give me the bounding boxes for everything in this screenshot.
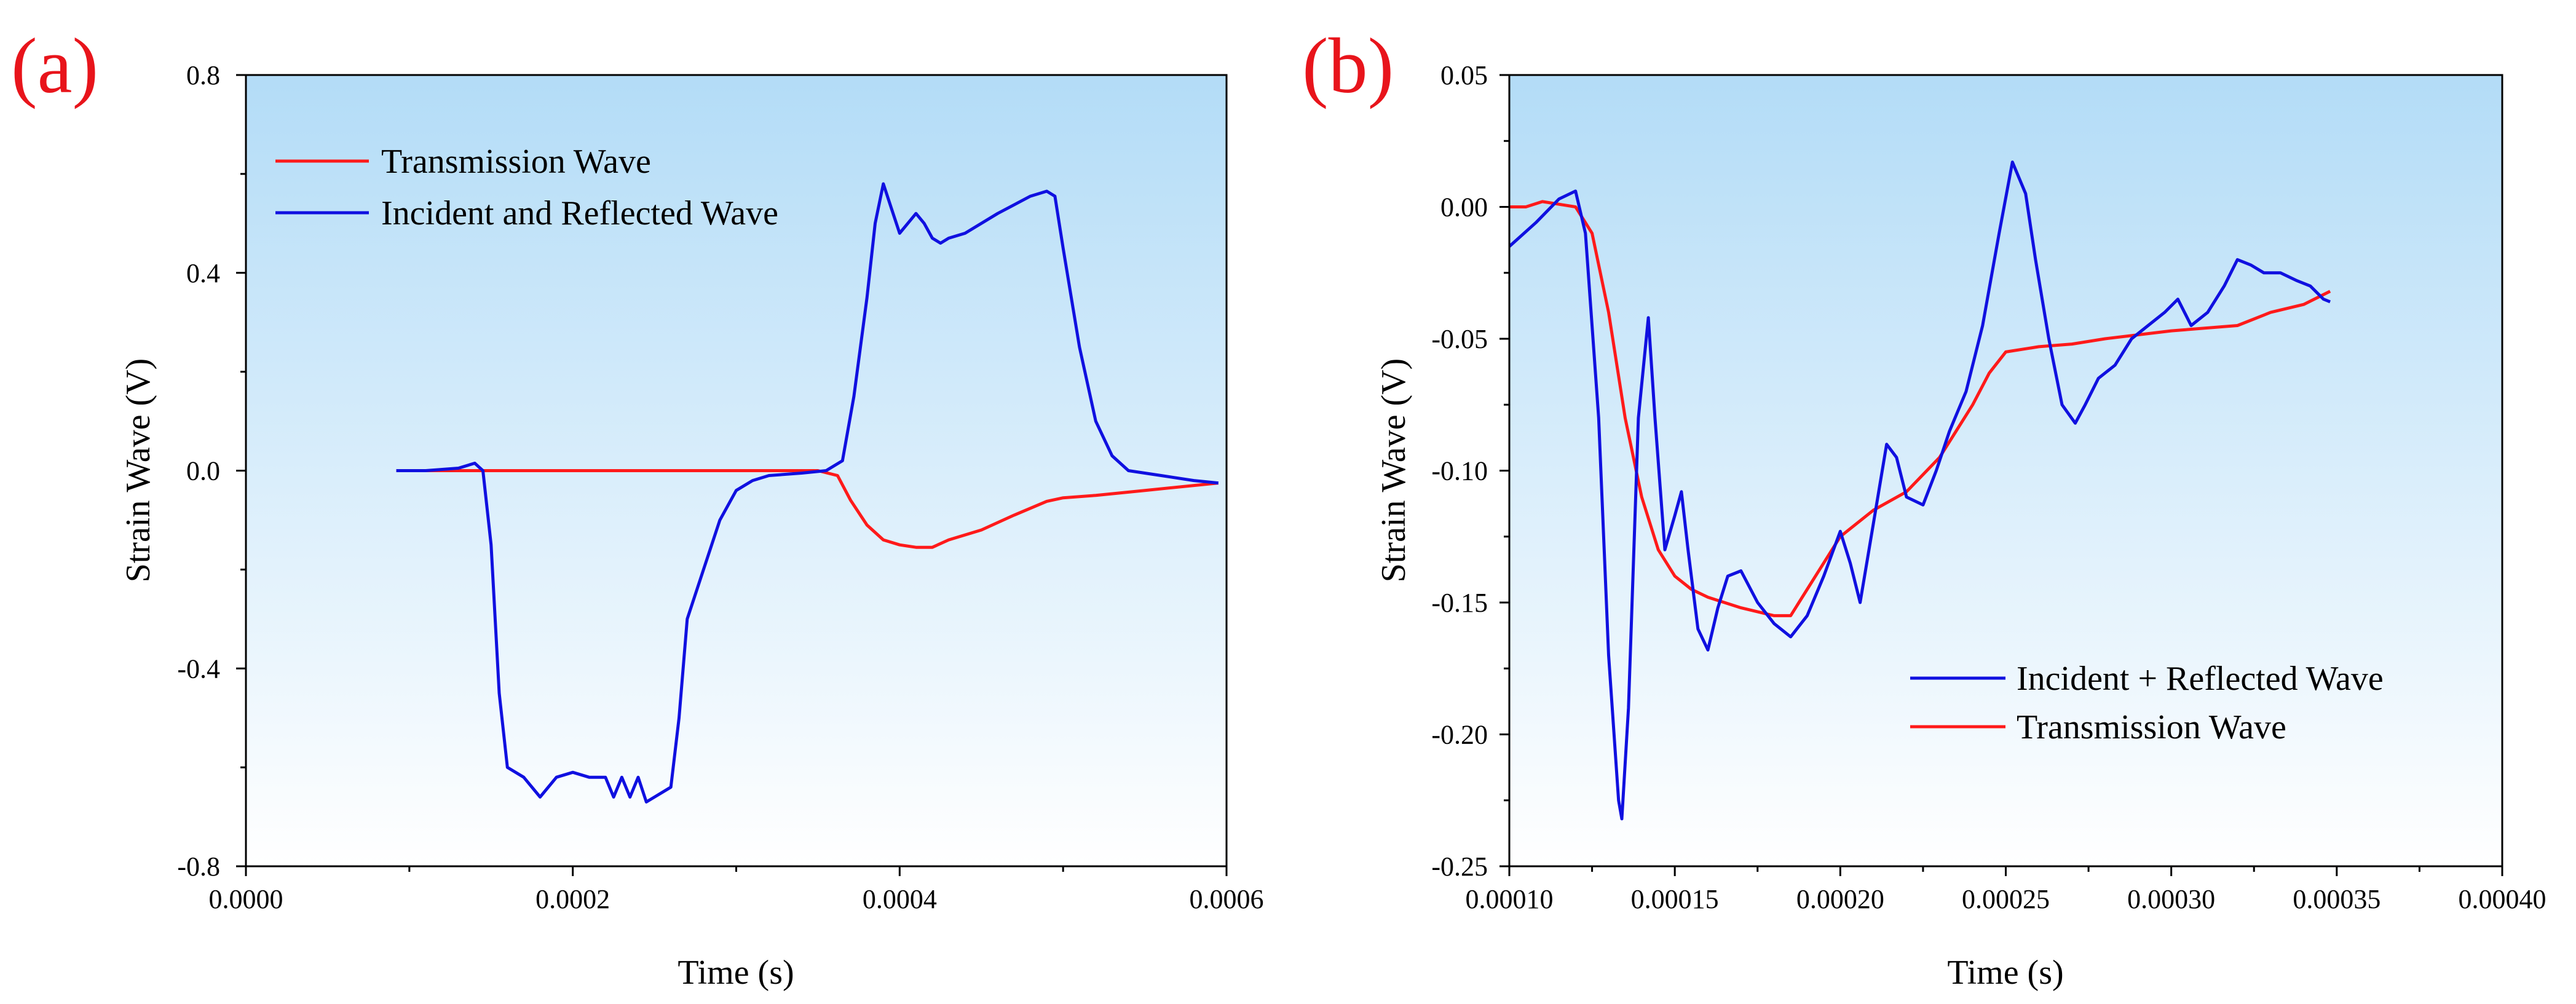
panel-a-incident-reflected-wave-line <box>396 182 1219 804</box>
panel-b-y-tick-label: 0.00 <box>1440 192 1488 223</box>
panel-b-x-tick-label: 0.00040 <box>2459 884 2546 914</box>
panel-b-legend: Incident + Reflected Wave Transmission W… <box>1910 660 2384 746</box>
panel-a-x-tick-label: 0.0000 <box>209 884 283 914</box>
panel-b-incident-reflected-wave-line <box>1509 160 2331 821</box>
panel-b-y-tick-label: -0.10 <box>1431 456 1488 486</box>
panel-a-axes-frame <box>245 74 1228 868</box>
panel-b-x-tick-label: 0.00030 <box>2127 884 2215 914</box>
panel-b-x-axis-title: Time (s) <box>1947 954 2063 992</box>
panel-a-legend-label-transmission: Transmission Wave <box>381 143 651 181</box>
panel-a-transmission-wave-line <box>396 469 1219 549</box>
panel-a-x-tick-label: 0.0002 <box>535 884 610 914</box>
panel-b-legend-label-incident: Incident + Reflected Wave <box>2017 660 2384 698</box>
panel-b-y-tick-label: -0.25 <box>1431 852 1488 882</box>
panel-a: (a) 0.0000 0.0002 0.0004 0.0006-0.8-0.40.00… <box>11 22 1264 992</box>
panel-a-x-axis-title: Time (s) <box>678 954 794 992</box>
panel-a-y-tick-label: 0.0 <box>186 456 220 486</box>
panel-a-y-tick-label: -0.8 <box>177 852 220 882</box>
panel-a-legend: Transmission Wave Incident and Reflected… <box>275 143 778 232</box>
panel-b-legend-label-transmission: Transmission Wave <box>2017 708 2286 746</box>
panel-b-x-tick-label: 0.00020 <box>1796 884 1884 914</box>
panel-b-x-tick-label: 0.00035 <box>2293 884 2380 914</box>
panel-b-y-tick-label: -0.20 <box>1431 720 1488 750</box>
panel-b-ticks: 0.00010 0.00015 0.00020 0.00025 0.00030 0.000… <box>1431 60 2546 914</box>
panel-b-tag: (b) <box>1302 22 1394 109</box>
panel-b-plot-area <box>1509 75 2502 866</box>
panel-b-x-tick-label: 0.00015 <box>1631 884 1719 914</box>
panel-a-y-tick-label: 0.4 <box>186 258 220 288</box>
panel-a-y-axis-title: Strain Wave (V) <box>119 358 157 583</box>
panel-a-y-tick-label: -0.4 <box>177 654 220 684</box>
panel-a-x-tick-label: 0.0006 <box>1190 884 1264 914</box>
panel-b-y-axis-title: Strain Wave (V) <box>1375 358 1413 583</box>
panel-a-y-tick-label: 0.8 <box>186 60 220 90</box>
panel-b-transmission-wave-line <box>1509 200 2331 617</box>
panel-a-legend-label-incident: Incident and Reflected Wave <box>381 194 778 232</box>
panel-b-y-tick-label: -0.15 <box>1431 588 1488 618</box>
panel-b-axes-frame <box>1508 74 2503 868</box>
panel-a-tag: (a) <box>11 22 98 109</box>
panel-a-x-tick-label: 0.0004 <box>863 884 937 914</box>
panel-b-y-tick-label: -0.05 <box>1431 324 1488 354</box>
panel-b-y-tick-label: 0.05 <box>1440 60 1488 90</box>
panel-a-ticks: 0.0000 0.0002 0.0004 0.0006 -0.8 -0.4 0.0 0.4 0.… <box>177 60 1263 914</box>
panel-b-x-tick-label: 0.00010 <box>1466 884 1554 914</box>
panel-b-x-tick-label: 0.00025 <box>1962 884 2050 914</box>
panel-b: (b) 0.00010 0.00015 0.00020 0.00025 0.00030 0… <box>1302 22 2546 992</box>
